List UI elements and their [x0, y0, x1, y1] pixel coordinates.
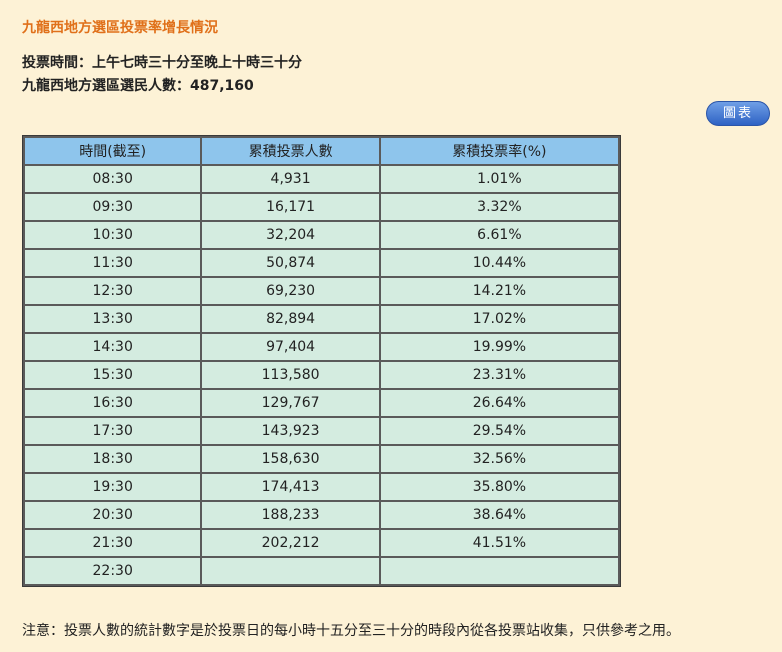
time-cell: 12:30 [25, 278, 201, 304]
table-row: 13:30 82,894 17.02% [25, 306, 618, 332]
table-row: 09:30 16,171 3.32% [25, 194, 618, 220]
cumulative-turnout-cell: 38.64% [380, 502, 618, 528]
table-row: 16:30 129,767 26.64% [25, 390, 618, 416]
cumulative-voters-cell: 143,923 [202, 418, 379, 444]
cumulative-turnout-cell: 17.02% [380, 306, 618, 332]
time-cell: 08:30 [25, 166, 201, 192]
cumulative-voters-cell: 202,212 [202, 530, 379, 556]
cumulative-turnout-cell: 23.31% [380, 362, 618, 388]
cumulative-turnout-cell: 35.80% [380, 474, 618, 500]
time-cell: 16:30 [25, 390, 201, 416]
cumulative-turnout-cell: 14.21% [380, 278, 618, 304]
cumulative-turnout-cell [380, 558, 618, 584]
time-cell: 10:30 [25, 222, 201, 248]
cumulative-voters-cell: 82,894 [202, 306, 379, 332]
header-cumulative-voters: 累積投票人數 [202, 138, 379, 164]
cumulative-turnout-cell: 26.64% [380, 390, 618, 416]
info-block: 投票時間：上午七時三十分至晚上十時三十分 九龍西地方選區選民人數：487,160 [22, 52, 302, 98]
time-cell: 11:30 [25, 250, 201, 276]
table-row: 15:30 113,580 23.31% [25, 362, 618, 388]
cumulative-turnout-cell: 10.44% [380, 250, 618, 276]
cumulative-voters-cell: 158,630 [202, 446, 379, 472]
registered-voters-count: 487,160 [190, 78, 254, 94]
cumulative-voters-cell: 69,230 [202, 278, 379, 304]
table-row: 18:30 158,630 32.56% [25, 446, 618, 472]
footnote: 注意：投票人數的統計數字是於投票日的每小時十五分至三十分的時段內從各投票站收集，… [22, 623, 680, 639]
cumulative-voters-cell [202, 558, 379, 584]
table-row: 10:30 32,204 6.61% [25, 222, 618, 248]
voting-time: 投票時間：上午七時三十分至晚上十時三十分 [22, 55, 302, 71]
turnout-table: 時間(截至) 累積投票人數 累積投票率(%) 08:30 4,931 1.01% 09… [22, 135, 621, 587]
time-cell: 09:30 [25, 194, 201, 220]
time-cell: 17:30 [25, 418, 201, 444]
cumulative-turnout-cell: 19.99% [380, 334, 618, 360]
time-cell: 14:30 [25, 334, 201, 360]
cumulative-voters-cell: 97,404 [202, 334, 379, 360]
cumulative-voters-cell: 129,767 [202, 390, 379, 416]
cumulative-voters-cell: 16,171 [202, 194, 379, 220]
header-cumulative-turnout: 累積投票率(%) [380, 138, 618, 164]
cumulative-turnout-cell: 1.01% [380, 166, 618, 192]
table-row: 20:30 188,233 38.64% [25, 502, 618, 528]
table-row: 17:30 143,923 29.54% [25, 418, 618, 444]
cumulative-voters-cell: 188,233 [202, 502, 379, 528]
table-header-row: 時間(截至) 累積投票人數 累積投票率(%) [25, 138, 618, 164]
table-row: 08:30 4,931 1.01% [25, 166, 618, 192]
cumulative-turnout-cell: 29.54% [380, 418, 618, 444]
cumulative-turnout-cell: 6.61% [380, 222, 618, 248]
cumulative-turnout-cell: 32.56% [380, 446, 618, 472]
cumulative-voters-cell: 32,204 [202, 222, 379, 248]
cumulative-voters-cell: 4,931 [202, 166, 379, 192]
table-row: 21:30 202,212 41.51% [25, 530, 618, 556]
header-time: 時間(截至) [25, 138, 201, 164]
table-row: 11:30 50,874 10.44% [25, 250, 618, 276]
table-row: 19:30 174,413 35.80% [25, 474, 618, 500]
time-cell: 21:30 [25, 530, 201, 556]
time-cell: 15:30 [25, 362, 201, 388]
time-cell: 18:30 [25, 446, 201, 472]
turnout-table-container: 時間(截至) 累積投票人數 累積投票率(%) 08:30 4,931 1.01% 09… [22, 135, 621, 587]
table-row: 22:30 [25, 558, 618, 584]
cumulative-voters-cell: 174,413 [202, 474, 379, 500]
chart-button[interactable]: 圖表 [706, 101, 770, 126]
time-cell: 20:30 [25, 502, 201, 528]
time-cell: 13:30 [25, 306, 201, 332]
registered-voters-line: 九龍西地方選區選民人數：487,160 [22, 75, 302, 98]
registered-voters-label: 九龍西地方選區選民人數： [22, 78, 190, 94]
page-title: 九龍西地方選區投票率增長情況 [22, 20, 218, 36]
cumulative-turnout-cell: 3.32% [380, 194, 618, 220]
cumulative-voters-cell: 50,874 [202, 250, 379, 276]
time-cell: 22:30 [25, 558, 201, 584]
table-row: 14:30 97,404 19.99% [25, 334, 618, 360]
table-row: 12:30 69,230 14.21% [25, 278, 618, 304]
cumulative-voters-cell: 113,580 [202, 362, 379, 388]
cumulative-turnout-cell: 41.51% [380, 530, 618, 556]
time-cell: 19:30 [25, 474, 201, 500]
